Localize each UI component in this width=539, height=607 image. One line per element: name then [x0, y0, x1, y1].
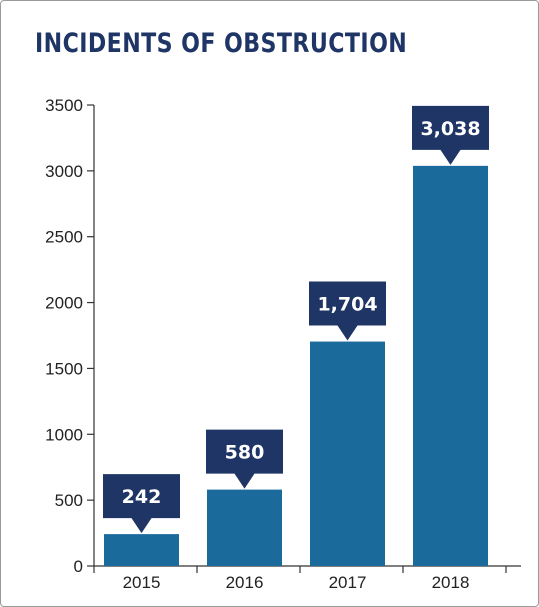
x-tick-label: 2015	[123, 573, 161, 592]
bar-2017	[310, 341, 385, 566]
data-label-2016: 580	[225, 442, 265, 464]
y-tick-label: 2500	[45, 228, 83, 247]
y-axis: 0 500 1000 1500 2000 2500 3000 3500	[45, 96, 95, 576]
y-tick-label: 2000	[45, 294, 83, 313]
y-tick-label: 3500	[45, 96, 83, 115]
chart-title: INCIDENTS OF OBSTRUCTION	[35, 28, 408, 59]
x-tick-label: 2018	[432, 573, 470, 592]
y-tick-label: 1000	[45, 425, 83, 444]
data-label-2015: 242	[122, 486, 162, 508]
callout-2018	[412, 105, 489, 165]
y-tick-label: 1500	[45, 359, 83, 378]
data-label-2017: 1,704	[317, 294, 377, 316]
data-labels: 242 580 1,704 3,038	[103, 105, 489, 534]
callout-2017	[309, 281, 386, 341]
y-tick-label: 500	[55, 491, 83, 510]
y-tick-label: 3000	[45, 162, 83, 181]
callout-2016	[206, 429, 283, 489]
bar-2015	[104, 534, 179, 566]
callout-2015	[103, 474, 180, 534]
y-tick-label: 0	[74, 557, 83, 576]
x-tick-label: 2016	[226, 573, 264, 592]
bar-2018	[413, 165, 488, 567]
data-label-2018: 3,038	[420, 118, 480, 140]
bars	[104, 165, 488, 567]
x-axis: 2015 2016 2017 2018	[93, 565, 521, 592]
x-tick-label: 2017	[329, 573, 367, 592]
bar-2016	[207, 489, 282, 566]
